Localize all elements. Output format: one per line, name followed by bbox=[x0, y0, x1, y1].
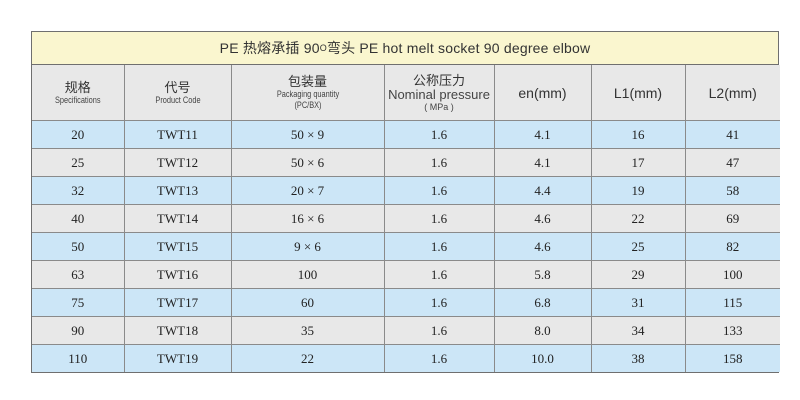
table-row: 63 TWT16 100 1.6 5.8 29 100 bbox=[32, 260, 780, 289]
header-code-en: Product Code bbox=[154, 94, 201, 105]
cell-pressure: 1.6 bbox=[383, 176, 495, 205]
table-row: 40 TWT14 16 × 6 1.6 4.6 22 69 bbox=[32, 204, 780, 233]
title-rest: 弯头 PE hot melt socket 90 degree elbow bbox=[326, 40, 591, 56]
cell-pack: 20 × 7 bbox=[230, 176, 385, 205]
cell-l1: 29 bbox=[590, 260, 686, 289]
cell-code: TWT17 bbox=[123, 288, 232, 317]
cell-l1: 25 bbox=[590, 232, 686, 261]
header-en: en(mm) bbox=[493, 65, 592, 121]
cell-code: TWT14 bbox=[123, 204, 232, 233]
cell-l2: 115 bbox=[684, 288, 780, 317]
cell-code: TWT18 bbox=[123, 316, 232, 345]
cell-code: TWT11 bbox=[123, 120, 232, 149]
cell-en: 4.6 bbox=[493, 204, 592, 233]
table-title: PE 热熔承插 90 O 弯头 PE hot melt socket 90 deg… bbox=[32, 32, 778, 65]
header-spec-en: Specifications bbox=[54, 94, 101, 105]
cell-l2: 82 bbox=[684, 232, 780, 261]
cell-code: TWT15 bbox=[123, 232, 232, 261]
cell-pressure: 1.6 bbox=[383, 204, 495, 233]
cell-l2: 69 bbox=[684, 204, 780, 233]
header-l1: L1(mm) bbox=[590, 65, 686, 121]
cell-code: TWT13 bbox=[123, 176, 232, 205]
cell-l1: 19 bbox=[590, 176, 686, 205]
cell-l1: 22 bbox=[590, 204, 686, 233]
header-pressure-en: Nominal pressure bbox=[388, 87, 490, 102]
header-code: 代号 Product Code bbox=[123, 65, 232, 121]
cell-pack: 16 × 6 bbox=[230, 204, 385, 233]
header-pack-unit: (PC/BX) bbox=[293, 100, 322, 110]
header-pressure-unit: ( MPa ) bbox=[424, 102, 454, 112]
cell-l1: 38 bbox=[590, 344, 686, 372]
cell-en: 4.6 bbox=[493, 232, 592, 261]
data-table: 规格 Specifications 代号 Product Code 包装量 Pa… bbox=[32, 65, 780, 372]
table-row: 75 TWT17 60 1.6 6.8 31 115 bbox=[32, 288, 780, 317]
cell-l2: 58 bbox=[684, 176, 780, 205]
cell-l2: 133 bbox=[684, 316, 780, 345]
cell-l1: 34 bbox=[590, 316, 686, 345]
cell-spec: 25 bbox=[32, 148, 125, 177]
cell-en: 8.0 bbox=[493, 316, 592, 345]
header-code-cn: 代号 bbox=[164, 79, 191, 95]
cell-l1: 16 bbox=[590, 120, 686, 149]
cell-code: TWT16 bbox=[123, 260, 232, 289]
cell-pressure: 1.6 bbox=[383, 120, 495, 149]
cell-spec: 63 bbox=[32, 260, 125, 289]
cell-l2: 100 bbox=[684, 260, 780, 289]
title-main: PE 热熔承插 90 bbox=[219, 40, 320, 56]
cell-pack: 100 bbox=[230, 260, 385, 289]
cell-spec: 32 bbox=[32, 176, 125, 205]
cell-pressure: 1.6 bbox=[383, 288, 495, 317]
table-row: 20 TWT11 50 × 9 1.6 4.1 16 41 bbox=[32, 120, 780, 149]
cell-pack: 22 bbox=[230, 344, 385, 372]
cell-pressure: 1.6 bbox=[383, 260, 495, 289]
cell-spec: 40 bbox=[32, 204, 125, 233]
cell-pack: 50 × 9 bbox=[230, 120, 385, 149]
header-pack-en: Packaging quantity bbox=[276, 89, 339, 99]
cell-code: TWT12 bbox=[123, 148, 232, 177]
cell-spec: 50 bbox=[32, 232, 125, 261]
cell-spec: 75 bbox=[32, 288, 125, 317]
cell-spec: 20 bbox=[32, 120, 125, 149]
cell-l2: 158 bbox=[684, 344, 780, 372]
header-pack-cn: 包装量 bbox=[287, 74, 327, 89]
table-row: 90 TWT18 35 1.6 8.0 34 133 bbox=[32, 316, 780, 345]
cell-en: 6.8 bbox=[493, 288, 592, 317]
cell-pressure: 1.6 bbox=[383, 316, 495, 345]
table-row: 50 TWT15 9 × 6 1.6 4.6 25 82 bbox=[32, 232, 780, 261]
cell-spec: 110 bbox=[32, 344, 125, 372]
table-row: 32 TWT13 20 × 7 1.6 4.4 19 58 bbox=[32, 176, 780, 205]
cell-code: TWT19 bbox=[123, 344, 232, 372]
spec-table: PE 热熔承插 90 O 弯头 PE hot melt socket 90 deg… bbox=[31, 31, 780, 373]
cell-l2: 47 bbox=[684, 148, 780, 177]
cell-pressure: 1.6 bbox=[383, 148, 495, 177]
table-row: 25 TWT12 50 × 6 1.6 4.1 17 47 bbox=[32, 148, 780, 177]
cell-spec: 90 bbox=[32, 316, 125, 345]
cell-en: 4.1 bbox=[493, 148, 592, 177]
cell-pressure: 1.6 bbox=[383, 344, 495, 372]
cell-pack: 60 bbox=[230, 288, 385, 317]
cell-l2: 41 bbox=[684, 120, 780, 149]
header-row: 规格 Specifications 代号 Product Code 包装量 Pa… bbox=[32, 65, 780, 121]
header-pressure-cn: 公称压力 bbox=[412, 73, 465, 88]
header-pack: 包装量 Packaging quantity (PC/BX) bbox=[230, 65, 385, 121]
header-l2: L2(mm) bbox=[684, 65, 780, 121]
cell-pressure: 1.6 bbox=[383, 232, 495, 261]
cell-en: 5.8 bbox=[493, 260, 592, 289]
cell-pack: 50 × 6 bbox=[230, 148, 385, 177]
header-spec-cn: 规格 bbox=[64, 79, 91, 95]
cell-en: 10.0 bbox=[493, 344, 592, 372]
table-row: 110 TWT19 22 1.6 10.0 38 158 bbox=[32, 344, 780, 372]
cell-en: 4.4 bbox=[493, 176, 592, 205]
cell-pack: 35 bbox=[230, 316, 385, 345]
cell-l1: 17 bbox=[590, 148, 686, 177]
cell-l1: 31 bbox=[590, 288, 686, 317]
cell-en: 4.1 bbox=[493, 120, 592, 149]
cell-pack: 9 × 6 bbox=[230, 232, 385, 261]
header-pressure: 公称压力 Nominal pressure ( MPa ) bbox=[383, 65, 495, 121]
header-spec: 规格 Specifications bbox=[32, 65, 125, 121]
